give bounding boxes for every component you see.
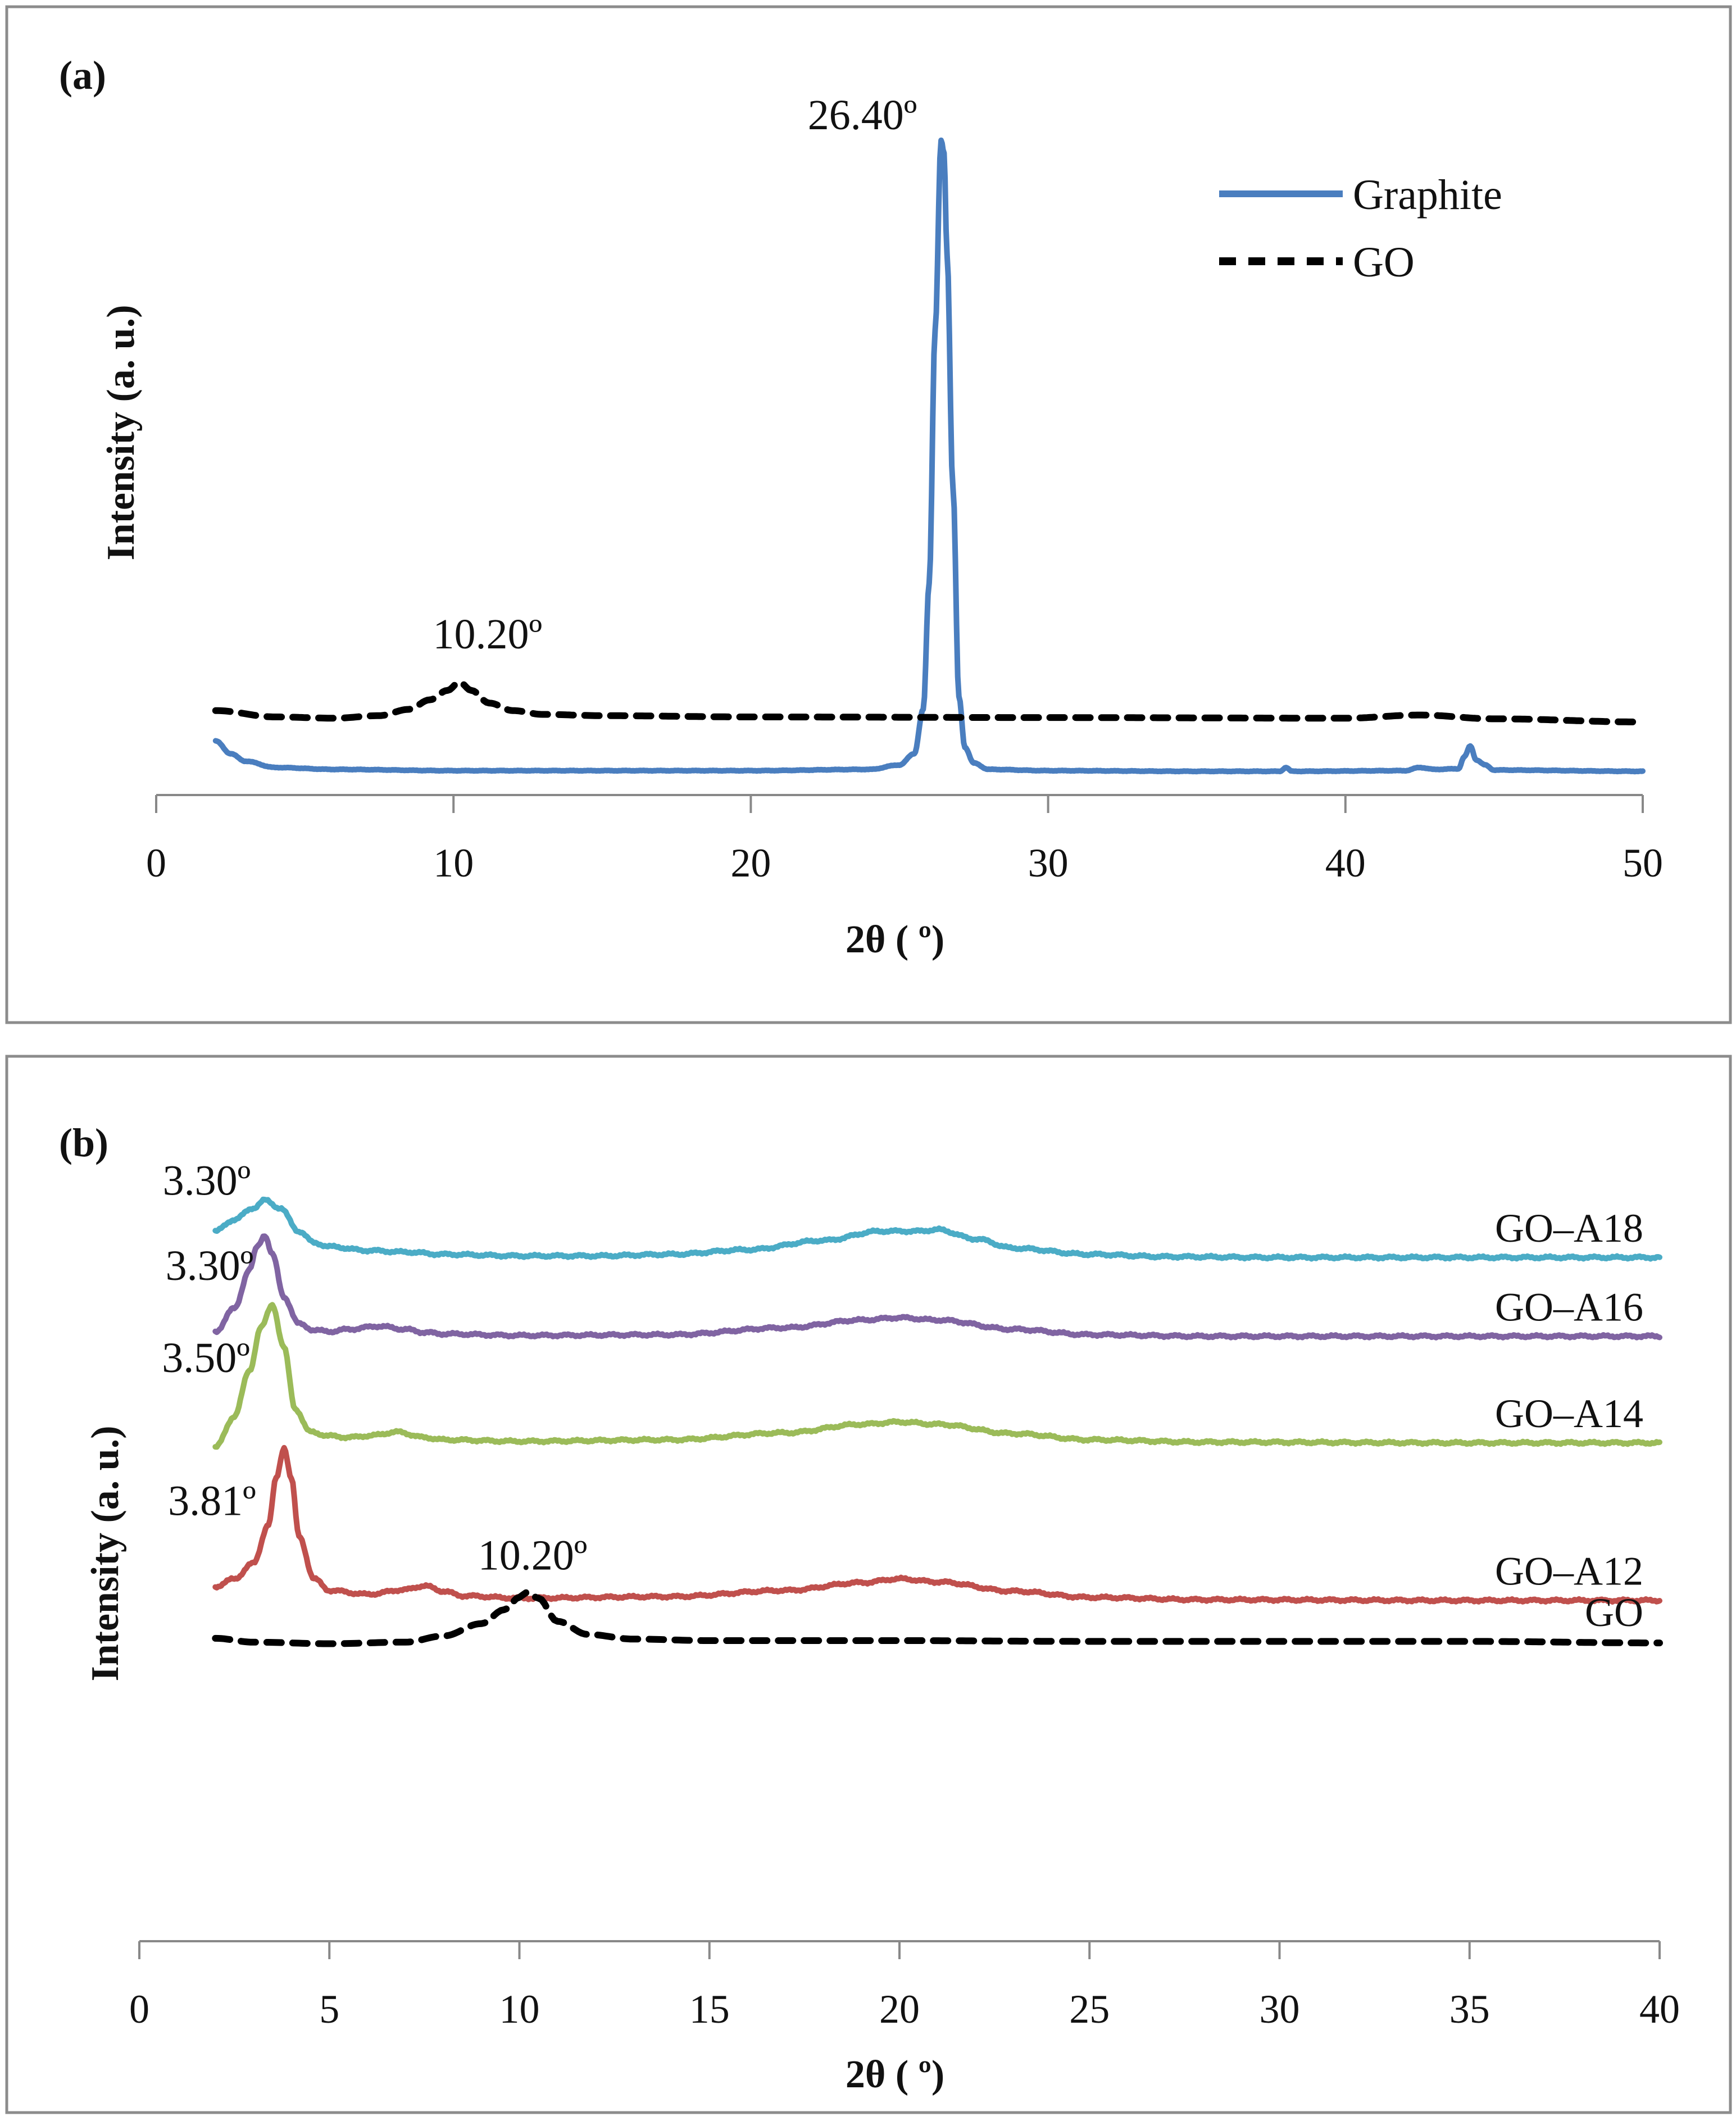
legend-label-go: GO bbox=[1353, 239, 1415, 286]
x-tick-label-b-0: 0 bbox=[129, 1987, 149, 2032]
panel-b-y-axis-title: Intensity (a. u.) bbox=[84, 1425, 127, 1681]
x-tick-label-a-30: 30 bbox=[1028, 841, 1069, 885]
legend-label-graphite: Graphite bbox=[1353, 171, 1502, 219]
x-tick-label-b-25: 25 bbox=[1069, 1987, 1110, 2032]
x-tick-label-a-0: 0 bbox=[146, 841, 166, 885]
panel-a-label: (a) bbox=[59, 53, 106, 98]
panel-b-frame bbox=[5, 1055, 1732, 2114]
panel-b-peak-label-go: 10.20º bbox=[478, 1532, 588, 1579]
panel-b-label: (b) bbox=[59, 1120, 108, 1165]
x-tick-label-b-15: 15 bbox=[689, 1987, 730, 2032]
x-tick-label-a-50: 50 bbox=[1623, 841, 1663, 885]
series-line-a-go bbox=[212, 679, 1646, 725]
series-label-go-a18: GO–A18 bbox=[1495, 1206, 1643, 1251]
panel-a: (a) Intensity (a. u.) 2θ ( º) 0 10 20 30 40 5… bbox=[5, 5, 1732, 1024]
series-line-b-go-a18 bbox=[212, 1196, 1662, 1262]
x-tick-label-b-40: 40 bbox=[1639, 1987, 1680, 2032]
x-tick-label-a-20: 20 bbox=[730, 841, 771, 885]
panel-a-peak-label-graphite: 26.40º bbox=[808, 92, 917, 139]
panel-a-legend: Graphite GO bbox=[1219, 171, 1502, 286]
panel-a-plot-area bbox=[212, 137, 1646, 775]
x-tick-label-b-5: 5 bbox=[319, 1987, 339, 2032]
series-line-b-go-a12 bbox=[212, 1445, 1662, 1605]
panel-b-peak-label-go-a16: 3.30º bbox=[166, 1242, 254, 1289]
x-tick-label-a-10: 10 bbox=[433, 841, 474, 885]
series-label-go-a16: GO–A16 bbox=[1495, 1284, 1643, 1329]
series-line-b-go-a14 bbox=[212, 1302, 1662, 1450]
panel-b-x-ticks: 0 5 10 15 20 25 30 35 40 bbox=[129, 1941, 1680, 2032]
series-label-go: GO bbox=[1585, 1590, 1643, 1635]
series-line-b-go bbox=[212, 1588, 1663, 1647]
panel-a-frame bbox=[5, 5, 1732, 1024]
panel-b-plot-area bbox=[212, 1196, 1663, 1647]
x-tick-label-b-20: 20 bbox=[879, 1987, 920, 2032]
panel-b-peak-label-go-a12: 3.81º bbox=[168, 1477, 256, 1524]
panel-a-x-axis-title: 2θ ( º) bbox=[846, 918, 944, 961]
panel-a-x-ticks: 0 10 20 30 40 50 bbox=[146, 795, 1663, 885]
series-label-go-a14: GO–A14 bbox=[1495, 1391, 1643, 1436]
series-line-a-graphite bbox=[212, 137, 1646, 775]
panel-b: (b) Intensity (a. u.) 2θ ( º) 0 5 10 15 20 25… bbox=[5, 1055, 1732, 2114]
panel-b-peak-label-go-a18: 3.30º bbox=[163, 1157, 251, 1204]
panel-a-y-axis-title: Intensity (a. u.) bbox=[99, 305, 143, 560]
series-line-b-go-a16 bbox=[212, 1233, 1662, 1341]
series-label-go-a12: GO–A12 bbox=[1495, 1549, 1643, 1594]
x-tick-label-b-10: 10 bbox=[499, 1987, 540, 2032]
panel-b-peak-label-go-a14: 3.50º bbox=[162, 1334, 250, 1382]
x-tick-label-b-30: 30 bbox=[1260, 1987, 1300, 2032]
x-tick-label-b-35: 35 bbox=[1449, 1987, 1490, 2032]
panel-a-peak-label-go: 10.20º bbox=[433, 611, 542, 658]
panel-b-x-axis-title: 2θ ( º) bbox=[846, 2053, 944, 2096]
x-tick-label-a-40: 40 bbox=[1325, 841, 1366, 885]
